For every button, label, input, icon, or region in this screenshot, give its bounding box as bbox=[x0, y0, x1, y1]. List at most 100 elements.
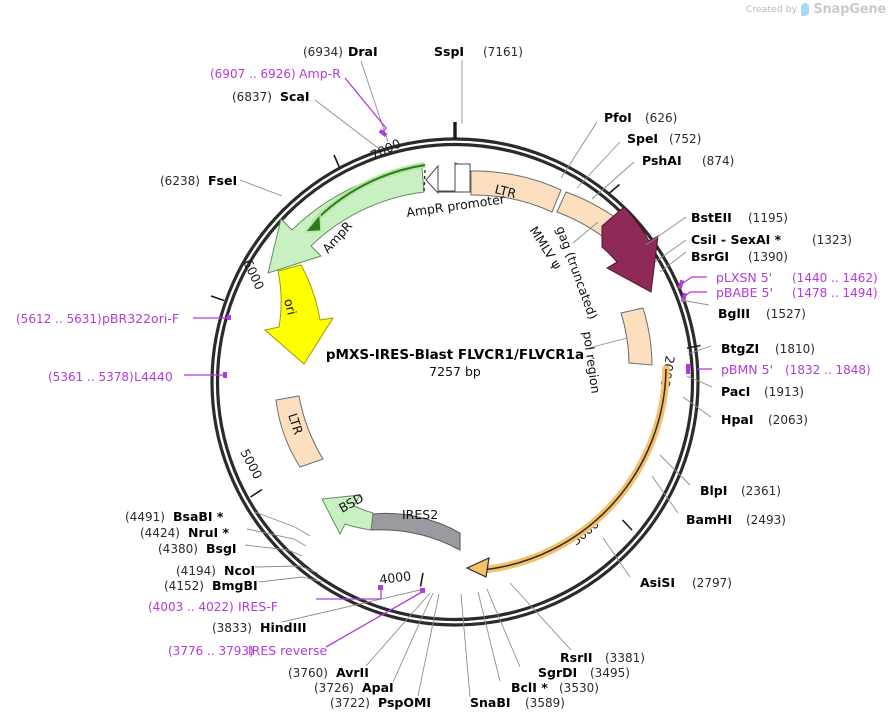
tick-label-4000: 4000 bbox=[379, 568, 412, 587]
enzyme-name-bsgi: BsgI bbox=[206, 541, 237, 556]
feature-ltr-3prime[interactable]: LTR bbox=[275, 395, 324, 468]
snapgene-logo-icon bbox=[801, 3, 810, 16]
primer-name-amp-r: Amp-R bbox=[299, 66, 341, 81]
feature-pol-region[interactable]: pol region bbox=[580, 307, 653, 394]
primer-label-pbr322ori-f[interactable]: (5612 .. 5631) pBR322ori-F bbox=[16, 311, 179, 326]
enzyme-label-fsei[interactable]: (6238) FseI bbox=[160, 173, 237, 188]
enzyme-pos-spei: (752) bbox=[669, 132, 701, 146]
enzyme-label-rsrii[interactable]: RsrII (3381) bbox=[560, 650, 645, 665]
enzyme-name-pspomi: PspOMI bbox=[378, 695, 431, 710]
primer-range-ires-f: (4003 .. 4022) bbox=[148, 600, 234, 614]
enzyme-pos-blpi: (2361) bbox=[741, 484, 781, 498]
enzyme-pos-bsrgi: (1390) bbox=[748, 250, 788, 264]
primer-range-pbabe5: (1478 .. 1494) bbox=[792, 286, 878, 300]
enzyme-pos-fsei: (6238) bbox=[160, 174, 200, 188]
enzyme-label-apai[interactable]: (3726) ApaI bbox=[314, 680, 394, 695]
enzyme-name-csii-sexai: CsiI - SexAI * bbox=[691, 232, 782, 247]
enzyme-label-pshai[interactable]: PshAI (874) bbox=[642, 153, 734, 168]
primer-name-pbr322ori-f: pBR322ori-F bbox=[102, 311, 179, 326]
feature-ltr-5prime[interactable]: LTR bbox=[470, 170, 562, 213]
enzyme-label-pspomi[interactable]: (3722) PspOMI bbox=[330, 695, 431, 710]
primer-range-l4440: (5361 .. 5378) bbox=[48, 370, 134, 384]
enzyme-name-asisi: AsiSI bbox=[640, 575, 675, 590]
primer-name-pbabe5: pBABE 5' bbox=[716, 285, 773, 300]
enzyme-label-scai[interactable]: (6837) ScaI bbox=[232, 89, 310, 104]
enzyme-label-bamhi[interactable]: BamHI (2493) bbox=[686, 512, 786, 527]
enzyme-pos-avrii: (3760) bbox=[288, 666, 328, 680]
enzyme-label-bcli[interactable]: BclI * (3530) bbox=[511, 680, 599, 695]
enzyme-pos-rsrii: (3381) bbox=[605, 651, 645, 665]
primer-name-pbmn5: pBMN 5' bbox=[721, 362, 773, 377]
enzyme-pos-nrui: (4424) bbox=[140, 526, 180, 540]
enzyme-pos-pfoi: (626) bbox=[645, 111, 677, 125]
enzyme-name-sgrdi: SgrDI bbox=[538, 665, 577, 680]
enzyme-pos-bmgbi: (4152) bbox=[164, 579, 204, 593]
enzyme-pos-bcli: (3530) bbox=[559, 681, 599, 695]
enzyme-label-bstei[interactable]: BstEII (1195) bbox=[691, 210, 788, 225]
primer-range-plxsn5: (1440 .. 1462) bbox=[792, 271, 878, 285]
enzyme-name-bamhi: BamHI bbox=[686, 512, 732, 527]
feature-ampr[interactable]: AmpR bbox=[267, 162, 426, 274]
primer-range-ires-reverse: (3776 .. 3793) bbox=[168, 644, 254, 658]
enzyme-label-ncoi[interactable]: (4194) NcoI bbox=[176, 563, 255, 578]
primer-label-plxsn5[interactable]: pLXSN 5' (1440 .. 1462) bbox=[716, 270, 878, 285]
enzyme-label-bsgi[interactable]: (4380) BsgI bbox=[158, 541, 237, 556]
enzyme-label-pfoi[interactable]: PfoI (626) bbox=[604, 110, 677, 125]
enzyme-pos-paci: (1913) bbox=[764, 385, 804, 399]
enzyme-label-asisi[interactable]: AsiSI (2797) bbox=[640, 575, 732, 590]
enzyme-label-sgrdi[interactable]: SgrDI (3495) bbox=[538, 665, 630, 680]
primer-label-l4440[interactable]: (5361 .. 5378) L4440 bbox=[48, 369, 173, 384]
enzyme-pos-bamhi: (2493) bbox=[746, 513, 786, 527]
primer-label-ires-reverse[interactable]: (3776 .. 3793) IRES reverse bbox=[168, 643, 327, 658]
enzyme-name-bcli: BclI * bbox=[511, 680, 548, 695]
enzyme-label-bsabi[interactable]: (4491) BsaBI * bbox=[125, 509, 224, 524]
enzyme-label-blpi[interactable]: BlpI (2361) bbox=[700, 483, 781, 498]
enzyme-label-sspi[interactable]: SspI (7161) bbox=[434, 44, 523, 59]
enzyme-label-paci[interactable]: PacI (1913) bbox=[721, 384, 804, 399]
enzyme-name-scai: ScaI bbox=[280, 89, 310, 104]
enzyme-name-pfoi: PfoI bbox=[604, 110, 632, 125]
enzyme-label-bmgbi[interactable]: (4152) BmgBI bbox=[164, 578, 258, 593]
enzyme-label-nrui[interactable]: (4424) NruI * bbox=[140, 525, 230, 540]
enzyme-label-drai[interactable]: (6934) DraI bbox=[303, 44, 378, 59]
enzyme-pos-apai: (3726) bbox=[314, 681, 354, 695]
primer-range-pbr322ori-f: (5612 .. 5631) bbox=[16, 312, 102, 326]
enzyme-pos-bsgi: (4380) bbox=[158, 542, 198, 556]
leader-lines bbox=[184, 60, 713, 698]
enzyme-name-blpi: BlpI bbox=[700, 483, 727, 498]
enzyme-pos-bsabi: (4491) bbox=[125, 510, 165, 524]
enzyme-pos-scai: (6837) bbox=[232, 90, 272, 104]
tick-label-5000: 5000 bbox=[237, 446, 265, 481]
feature-label-ori: ori bbox=[281, 297, 299, 316]
primer-name-ires-reverse: IRES reverse bbox=[248, 643, 327, 658]
plasmid-title-block: pMXS-IRES-Blast FLVCR1/FLVCR1a 7257 bp bbox=[326, 347, 584, 379]
enzyme-label-btgzi[interactable]: BtgZI (1810) bbox=[721, 341, 815, 356]
enzyme-name-bmgbi: BmgBI bbox=[212, 578, 258, 593]
tick-label-7000: 7000 bbox=[368, 136, 403, 163]
enzyme-label-bglii[interactable]: BglII (1527) bbox=[718, 306, 806, 321]
enzyme-pos-sgrdi: (3495) bbox=[590, 666, 630, 680]
enzyme-pos-sspi: (7161) bbox=[483, 45, 523, 59]
primer-label-amp-r[interactable]: (6907 .. 6926) Amp-R bbox=[210, 66, 341, 81]
feature-bsd[interactable]: BSD bbox=[321, 490, 374, 536]
enzyme-name-drai: DraI bbox=[348, 44, 378, 59]
primer-label-pbabe5[interactable]: pBABE 5' (1478 .. 1494) bbox=[716, 285, 878, 300]
primer-label-pbmn5[interactable]: pBMN 5' (1832 .. 1848) bbox=[721, 362, 871, 377]
enzyme-pos-drai: (6934) bbox=[303, 45, 343, 59]
enzyme-pos-hpai: (2063) bbox=[768, 413, 808, 427]
enzyme-label-snabi[interactable]: SnaBI (3589) bbox=[470, 695, 565, 710]
feature-ori[interactable]: ori bbox=[263, 264, 335, 365]
enzyme-label-avrii[interactable]: (3760) AvrII bbox=[288, 665, 369, 680]
feature-gag-truncated[interactable] bbox=[601, 206, 659, 293]
enzyme-label-csii-sexai[interactable]: CsiI - SexAI * (1323) bbox=[691, 232, 852, 247]
enzyme-label-spei[interactable]: SpeI (752) bbox=[627, 131, 701, 146]
enzyme-label-bsrgi[interactable]: BsrGI (1390) bbox=[691, 249, 788, 264]
feature-ires2[interactable]: IRES2 bbox=[370, 507, 461, 551]
feature-flvcr1-arc[interactable] bbox=[465, 365, 670, 578]
enzyme-label-hpai[interactable]: HpaI (2063) bbox=[721, 412, 808, 427]
enzyme-name-pshai: PshAI bbox=[642, 153, 682, 168]
enzyme-label-hindiii[interactable]: (3833) HindIII bbox=[212, 620, 307, 635]
primer-label-ires-f[interactable]: (4003 .. 4022) IRES-F bbox=[148, 599, 278, 614]
primer-name-l4440: L4440 bbox=[134, 369, 173, 384]
